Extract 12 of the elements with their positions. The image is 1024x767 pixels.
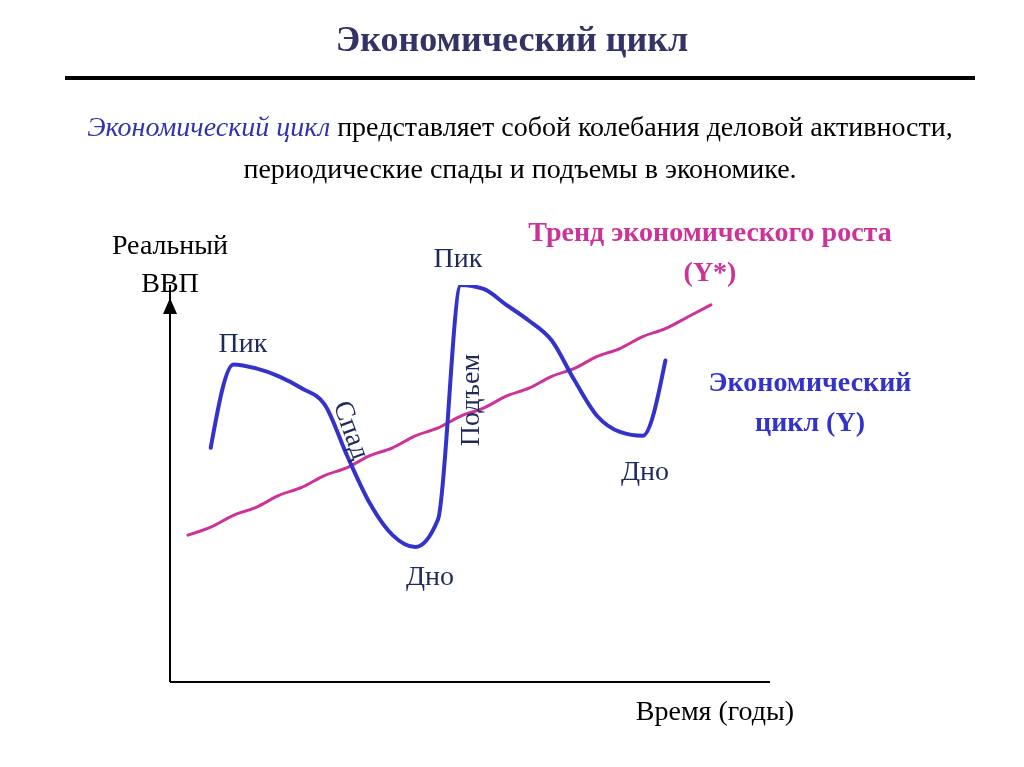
x-axis-title: Время (годы) (634, 695, 796, 727)
series-label: Тренд экономического роста (Y*) (527, 215, 893, 289)
annotation: Подъем (454, 353, 486, 447)
annotation: Дно (405, 560, 455, 592)
annotation: Пик (218, 327, 268, 359)
chart-title: Экономический цикл (334, 18, 690, 60)
annotation: Спад (326, 396, 378, 464)
annotation: Дно (620, 455, 670, 487)
text: Экономический цикл представляет собой колебания деловой активности, периодические спады и подъемы в экономике. (87, 111, 953, 184)
text: Пик (433, 242, 483, 274)
y-axis-title: Реальный ВВП (110, 228, 230, 300)
series-label: Экономический цикл (Y) (707, 365, 913, 439)
